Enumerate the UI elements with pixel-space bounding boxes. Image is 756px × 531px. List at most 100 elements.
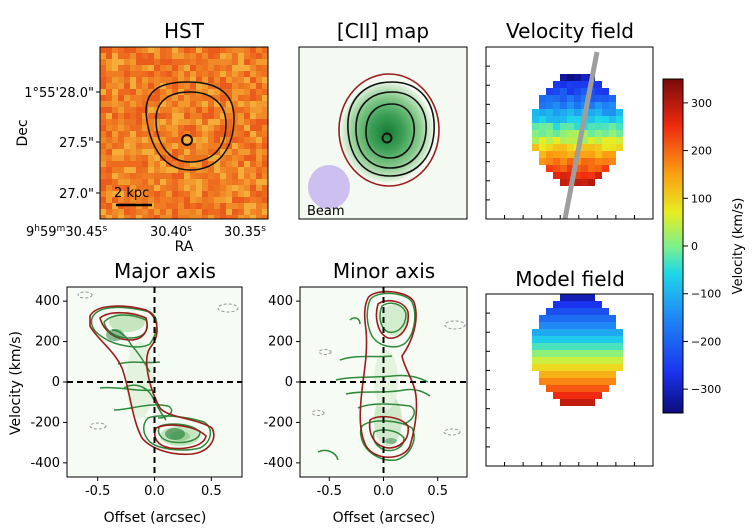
- hst-pixel: [160, 203, 166, 209]
- hst-pixel: [124, 77, 130, 83]
- hst-pixel: [244, 101, 250, 107]
- velocity-pixel: [595, 322, 602, 329]
- hst-pixel: [118, 131, 124, 137]
- hst-pixel: [196, 131, 202, 137]
- hst-pixel: [250, 71, 256, 77]
- hst-pixel: [244, 215, 250, 219]
- hst-pixel: [238, 47, 244, 53]
- velocity-pixel: [581, 179, 588, 186]
- hst-pixel: [172, 53, 178, 59]
- hst-pixel: [166, 89, 172, 95]
- hst-pixel: [172, 143, 178, 149]
- velocity-pixel: [553, 151, 560, 158]
- velocity-pixel: [539, 371, 546, 378]
- hst-pixel: [202, 71, 208, 77]
- velocity-pixel: [560, 315, 567, 322]
- velocity-pixel: [616, 329, 623, 336]
- velocity-pixel: [539, 109, 546, 116]
- velocity-pixel: [539, 322, 546, 329]
- hst-pixel: [142, 173, 148, 179]
- hst-pixel: [208, 59, 214, 65]
- velocity-pixel: [539, 116, 546, 123]
- hst-pixel: [256, 89, 262, 95]
- hst-pixel: [112, 143, 118, 149]
- hst-pixel: [232, 209, 238, 215]
- hst-pixel: [196, 191, 202, 197]
- hst-pixel: [238, 173, 244, 179]
- hst-pixel: [208, 89, 214, 95]
- cii-beam-label: Beam: [307, 204, 345, 219]
- velocity-pixel: [609, 102, 616, 109]
- hst-pixel: [202, 131, 208, 137]
- hst-y-tick: 27.5": [59, 136, 94, 151]
- hst-pixel: [118, 209, 124, 215]
- y-tick-label: -200: [263, 415, 293, 430]
- velocity-pixel: [595, 130, 602, 137]
- velocity-pixel: [595, 172, 602, 179]
- velocity-pixel: [567, 109, 574, 116]
- hst-pixel: [262, 167, 268, 173]
- velocity-pixel: [553, 165, 560, 172]
- hst-pixel: [226, 155, 232, 161]
- hst-pixel: [148, 83, 154, 89]
- hst-pixel: [238, 113, 244, 119]
- velocity-pixel: [553, 336, 560, 343]
- hst-pixel: [232, 95, 238, 101]
- velocity-pixel: [609, 322, 616, 329]
- hst-pixel: [226, 203, 232, 209]
- velocity-pixel: [553, 392, 560, 399]
- hst-pixel: [154, 209, 160, 215]
- hst-pixel: [160, 197, 166, 203]
- hst-pixel: [208, 101, 214, 107]
- colorbar-tick-label: 300: [691, 97, 712, 110]
- hst-pixel: [256, 161, 262, 167]
- hst-pixel: [208, 119, 214, 125]
- hst-pixel: [100, 131, 106, 137]
- hst-pixel: [172, 101, 178, 107]
- hst-pixel: [190, 203, 196, 209]
- hst-pixel: [118, 137, 124, 143]
- hst-pixel: [208, 83, 214, 89]
- velocity-pixel: [574, 308, 581, 315]
- velocity-pixel: [574, 123, 581, 130]
- hst-pixel: [148, 107, 154, 113]
- hst-pixel: [202, 143, 208, 149]
- velocity-pixel: [581, 350, 588, 357]
- hst-pixel: [160, 59, 166, 65]
- hst-pixel: [172, 107, 178, 113]
- hst-pixel: [220, 179, 226, 185]
- hst-pixel: [208, 215, 214, 219]
- hst-pixel: [172, 77, 178, 83]
- velocity-pixel: [539, 336, 546, 343]
- hst-pixel: [118, 197, 124, 203]
- velocity-pixel: [574, 301, 581, 308]
- y-tick-label: 200: [35, 335, 60, 350]
- hst-pixel: [118, 113, 124, 119]
- velocity-pixel: [588, 336, 595, 343]
- hst-pixel: [118, 167, 124, 173]
- colorbar-tick-label: 200: [691, 145, 712, 158]
- hst-pixel: [250, 209, 256, 215]
- hst-pixel: [232, 125, 238, 131]
- hst-pixel: [190, 107, 196, 113]
- hst-pixel: [112, 173, 118, 179]
- velocity-pixel: [609, 315, 616, 322]
- velocity-pixel: [602, 357, 609, 364]
- hst-pixel: [190, 161, 196, 167]
- hst-pixel: [178, 101, 184, 107]
- hst-pixel: [160, 65, 166, 71]
- hst-pixel: [262, 71, 268, 77]
- velocity-pixel: [539, 95, 546, 102]
- velocity-pixel: [567, 385, 574, 392]
- hst-pixel: [202, 155, 208, 161]
- hst-pixel: [232, 149, 238, 155]
- hst-pixel: [226, 77, 232, 83]
- hst-pixel: [238, 59, 244, 65]
- hst-pixel: [238, 95, 244, 101]
- y-tick-label: 200: [268, 335, 293, 350]
- velocity-pixel: [560, 109, 567, 116]
- hst-pixel: [184, 191, 190, 197]
- velocity-pixel: [546, 109, 553, 116]
- hst-pixel: [172, 83, 178, 89]
- y-tick-label: 0: [52, 375, 60, 390]
